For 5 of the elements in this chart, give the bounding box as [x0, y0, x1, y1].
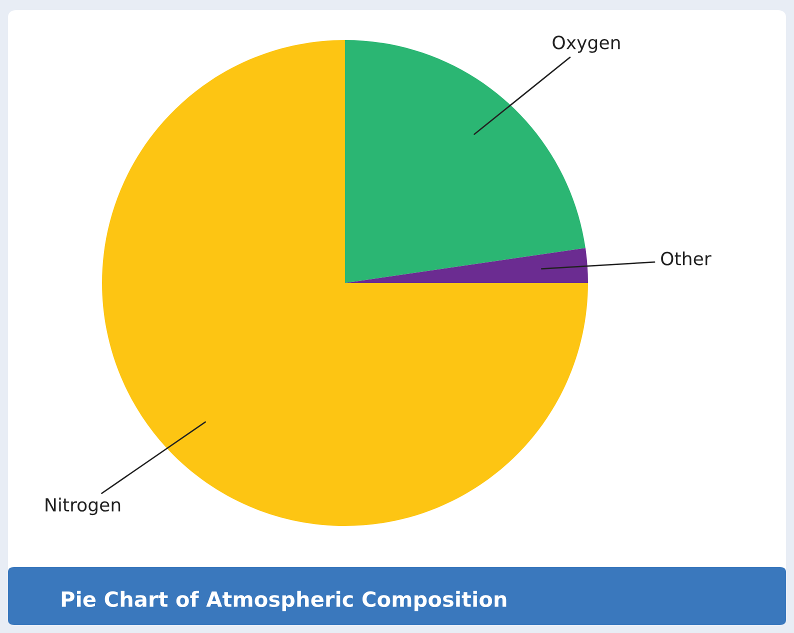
- pie-slice: [345, 248, 588, 283]
- text: Pie Chart of Atmospheric Composition: [62, 590, 506, 612]
- slice-label: Nitrogen: [46, 498, 120, 516]
- slice-label: Oxygen: [552, 36, 620, 53]
- slice-label: Other: [661, 251, 712, 266]
